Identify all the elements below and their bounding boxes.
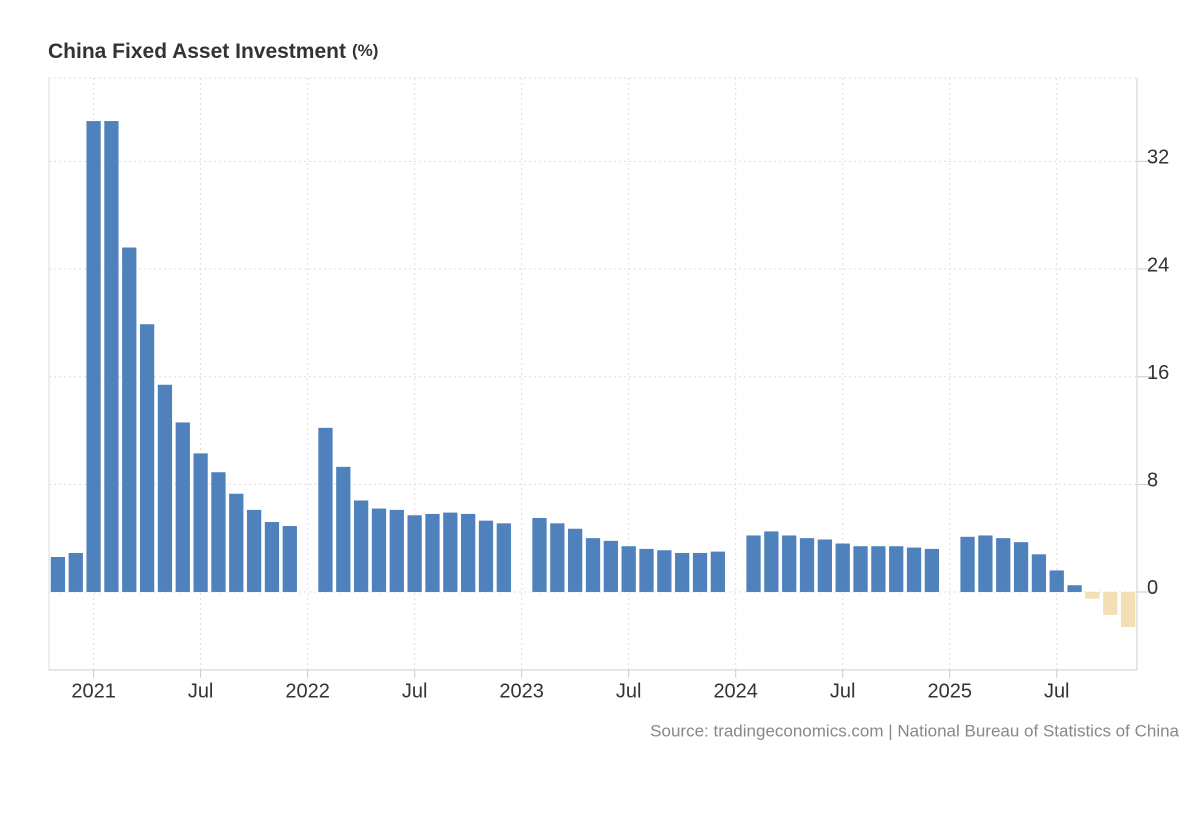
x-tick-label: Jul <box>830 680 856 702</box>
title-text: China Fixed Asset Investment <box>48 40 346 63</box>
bar <box>710 551 725 592</box>
x-tick-label: Jul <box>616 680 642 702</box>
bar <box>371 508 387 592</box>
bar <box>782 535 797 592</box>
x-tick-label: Jul <box>1044 680 1070 702</box>
bar <box>1085 591 1100 599</box>
x-tick-label: 2024 <box>713 680 758 702</box>
bar <box>264 522 280 592</box>
bar <box>86 121 101 592</box>
bar <box>50 556 66 592</box>
bar <box>639 548 654 592</box>
bar <box>353 500 369 592</box>
bar <box>193 453 208 592</box>
bar <box>568 528 583 592</box>
bar <box>889 546 904 592</box>
bar <box>1049 570 1064 592</box>
bar <box>657 550 672 592</box>
bar <box>1013 542 1029 592</box>
bar <box>924 548 940 592</box>
bar <box>282 526 297 592</box>
bar <box>799 538 815 592</box>
bar <box>764 531 779 592</box>
x-tick-label: Jul <box>188 680 214 702</box>
bar <box>443 512 458 592</box>
bar <box>532 517 547 592</box>
bar <box>122 247 137 592</box>
x-tick-label: 2023 <box>499 680 544 702</box>
bar <box>175 422 190 592</box>
bar <box>906 547 922 592</box>
x-tick-label: Jul <box>402 680 428 702</box>
bar <box>853 546 868 592</box>
bar <box>621 546 636 592</box>
bar <box>1103 591 1118 615</box>
y-tick-label: 32 <box>1147 147 1169 169</box>
chart-title: China Fixed Asset Investment (%) <box>48 40 378 63</box>
bar <box>496 523 511 592</box>
bar <box>211 472 226 592</box>
bar <box>835 543 850 592</box>
x-tick-label: 2022 <box>285 680 330 702</box>
bar <box>585 538 601 592</box>
bar <box>139 324 155 592</box>
bar <box>478 520 494 592</box>
bar <box>157 384 173 592</box>
bar <box>68 552 83 592</box>
bar <box>425 513 440 592</box>
bar <box>1031 554 1047 592</box>
bar <box>871 546 886 592</box>
bar <box>978 535 993 592</box>
y-tick-label: 0 <box>1147 577 1158 599</box>
y-tick-label: 16 <box>1147 362 1169 384</box>
bar <box>336 466 351 592</box>
bar <box>1120 591 1136 627</box>
bar <box>104 121 119 592</box>
bar <box>603 540 618 592</box>
bar <box>675 552 690 592</box>
bar <box>746 535 761 592</box>
y-tick-label: 24 <box>1147 254 1169 276</box>
x-tick-label: 2025 <box>927 680 972 702</box>
bar <box>407 515 422 592</box>
title-unit: (%) <box>352 41 378 60</box>
y-tick-label: 8 <box>1147 470 1158 492</box>
x-tick-label: 2021 <box>71 680 116 702</box>
bar <box>389 509 404 592</box>
bar <box>229 493 244 592</box>
bar <box>246 509 262 592</box>
bar <box>318 427 333 592</box>
bar <box>1067 585 1082 592</box>
bar <box>550 523 565 592</box>
bar <box>461 513 476 592</box>
bar <box>692 552 708 592</box>
bar <box>996 538 1011 592</box>
bar <box>960 536 975 592</box>
source-note: Source: tradingeconomics.com | National … <box>650 721 1179 740</box>
bar <box>817 539 833 592</box>
